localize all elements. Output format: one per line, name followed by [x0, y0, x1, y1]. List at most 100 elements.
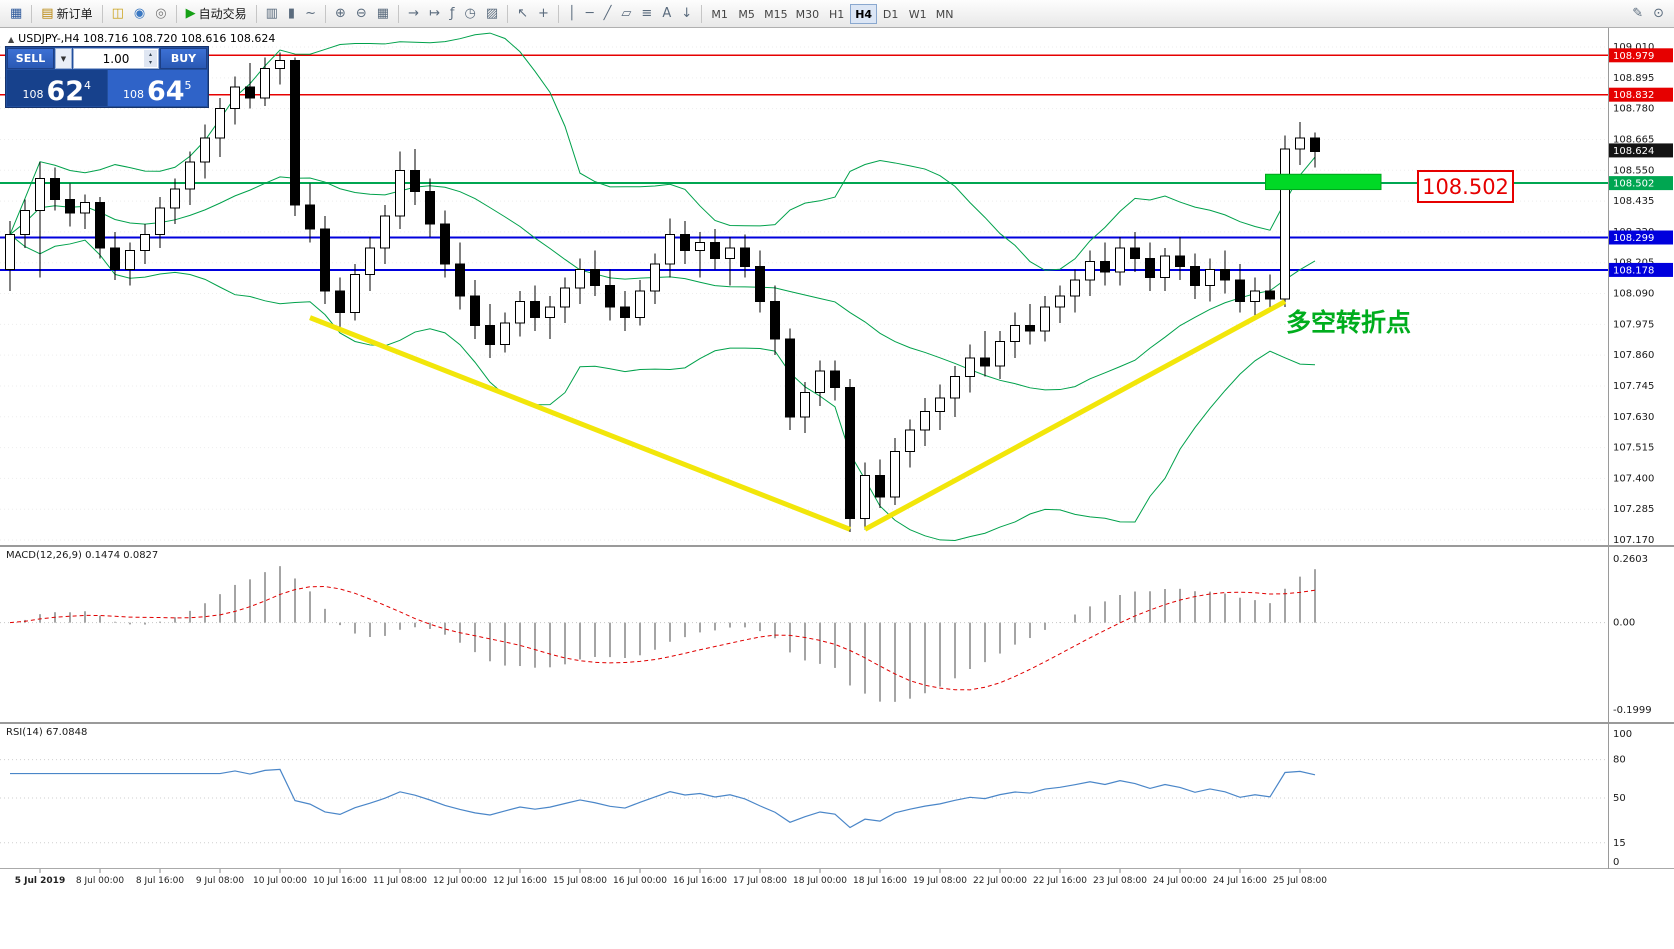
spinner-up-icon[interactable]: ▴ [148, 51, 152, 58]
new-chart-button[interactable]: ◫ [107, 3, 129, 25]
text-tool[interactable]: A [657, 3, 676, 25]
macd-panel[interactable] [0, 547, 1674, 722]
buy-button[interactable]: BUY [160, 48, 207, 69]
fibonacci-icon: ≡ [641, 6, 653, 21]
timeframe-m1[interactable]: M1 [706, 4, 733, 24]
timeframe-m15[interactable]: M15 [760, 4, 792, 24]
timeframe-m30[interactable]: M30 [792, 4, 824, 24]
sell-button[interactable]: SELL [7, 48, 54, 69]
price-axis-border [1608, 28, 1609, 869]
channel-tool[interactable]: ▱ [616, 3, 636, 25]
tile-windows-icon: ▦ [376, 6, 390, 21]
price-axis[interactable] [1609, 28, 1674, 869]
horizontal-line-tool[interactable]: ─ [581, 3, 599, 25]
channel-icon: ▱ [621, 6, 632, 21]
search-icon-button[interactable]: ⊙ [1648, 3, 1669, 25]
volume-dropdown-button[interactable]: ▼ [55, 48, 72, 69]
arrow-tool[interactable]: ↓ [676, 3, 697, 25]
pencil-icon: ✎ [1632, 6, 1644, 21]
crosshair-tool-icon: + [538, 6, 549, 21]
one-click-collapse-icon[interactable]: ▲ [8, 35, 15, 44]
timeframe-h4[interactable]: H4 [850, 4, 878, 25]
time-axis[interactable] [0, 869, 1608, 895]
new-order-button-label: 新订单 [56, 7, 93, 21]
sell-price-big: 62 [46, 75, 85, 107]
time-axis-area [0, 869, 1674, 949]
symbol-title: ▲ USDJPY-,H4 108.716 108.720 108.616 108.… [8, 32, 275, 45]
toolbar-separator [507, 4, 509, 23]
crosshair-tool-button[interactable]: + [533, 3, 554, 25]
profiles-icon: ◉ [133, 6, 146, 21]
arrow-icon: ↓ [681, 6, 693, 21]
price-callout-box[interactable]: 108.502 [1417, 170, 1514, 203]
indicators-button[interactable]: ƒ [445, 3, 460, 25]
data-window-icon: ◎ [155, 6, 167, 21]
chart-shift-icon: ↦ [428, 6, 440, 21]
panel-resize-handle[interactable] [0, 722, 1674, 724]
data-window-button[interactable]: ◎ [150, 3, 171, 25]
buy-price-tile[interactable]: 108 64 5 [107, 70, 207, 106]
axis-separator [0, 868, 1674, 869]
sell-price-prefix: 108 [22, 88, 44, 101]
toolbar-separator [101, 4, 103, 23]
profiles-button[interactable]: ◉ [129, 3, 150, 25]
line-chart-icon: ~ [305, 6, 316, 21]
bar-chart-button[interactable]: ▥ [261, 3, 283, 25]
timeframe-d1[interactable]: D1 [877, 4, 904, 24]
chart-annotation-text[interactable]: 多空转折点 [1286, 308, 1412, 337]
app-menu-icon-icon: ▦ [10, 6, 23, 21]
panel-resize-handle[interactable] [0, 545, 1674, 547]
macd-indicator-label: MACD(12,26,9) 0.1474 0.0827 [6, 550, 159, 561]
indicators-icon: ƒ [449, 6, 455, 21]
timeframe-m5[interactable]: M5 [733, 4, 760, 24]
toolbar-separator [324, 4, 326, 23]
toolbar-separator [175, 4, 177, 23]
sell-price-tile[interactable]: 108 62 4 [7, 70, 107, 106]
zoom-in-button[interactable]: ⊕ [330, 3, 351, 25]
auto-trading-button[interactable]: ▶ 自动交易 [181, 3, 252, 25]
cursor-tool-button[interactable]: ↖ [512, 3, 533, 25]
rsi-panel[interactable] [0, 724, 1674, 868]
tile-windows-button[interactable]: ▦ [372, 3, 394, 25]
trendline-tool[interactable]: ╱ [599, 3, 617, 25]
buy-price-sup: 5 [184, 79, 192, 92]
sell-price-sup: 4 [84, 79, 92, 92]
app-menu-icon-button[interactable]: ▦ [5, 3, 27, 25]
toolbar-separator [31, 4, 33, 23]
pencil-icon-button[interactable]: ✎ [1627, 3, 1648, 25]
timeframe-mn[interactable]: MN [931, 4, 958, 24]
buy-price-prefix: 108 [122, 88, 144, 101]
line-chart-button[interactable]: ~ [300, 3, 321, 25]
zoom-out-icon: ⊖ [355, 6, 367, 21]
templates-button[interactable]: ▨ [481, 3, 503, 25]
periods-icon: ◷ [464, 6, 476, 21]
zoom-in-icon: ⊕ [334, 6, 346, 21]
zoom-out-button[interactable]: ⊖ [351, 3, 372, 25]
vertical-line-tool[interactable]: │ [563, 3, 581, 25]
rsi-indicator-label: RSI(14) 67.0848 [6, 727, 88, 738]
new-order-icon: ▤ [41, 6, 54, 21]
auto-scroll-icon: → [408, 6, 419, 21]
trendline-icon: ╱ [603, 6, 612, 21]
cursor-tool-icon: ↖ [517, 6, 529, 21]
auto-trading-button-label: 自动交易 [198, 7, 247, 21]
horizontal-line-icon: ─ [585, 6, 594, 21]
vertical-line-icon: │ [567, 6, 576, 21]
main-chart-panel[interactable] [0, 28, 1674, 545]
auto-scroll-button[interactable]: → [403, 3, 424, 25]
toolbar: ▦ ▤ 新订单 ◫ ◉ ◎ ▶ 自动交易 ▥ ▮ ~ ⊕ ⊖ ▦ → ↦ ƒ ◷ ▨ ↖ + │ ─ ╱ ▱ ≡ A ↓ M1 M5 M15… [0, 0, 1674, 28]
periods-button[interactable]: ◷ [459, 3, 480, 25]
toolbar-separator [701, 4, 703, 23]
spinner-down-icon[interactable]: ▾ [148, 59, 152, 66]
new-chart-icon: ◫ [111, 6, 124, 21]
toolbar-separator [398, 4, 400, 23]
timeframe-h1[interactable]: H1 [823, 4, 850, 24]
volume-spinner[interactable]: ▴ ▾ [144, 50, 157, 67]
candlestick-chart-button[interactable]: ▮ [283, 3, 300, 25]
fibonacci-tool[interactable]: ≡ [636, 3, 657, 25]
timeframe-w1[interactable]: W1 [904, 4, 931, 24]
new-order-button[interactable]: ▤ 新订单 [36, 3, 97, 25]
chart-shift-button[interactable]: ↦ [424, 3, 445, 25]
